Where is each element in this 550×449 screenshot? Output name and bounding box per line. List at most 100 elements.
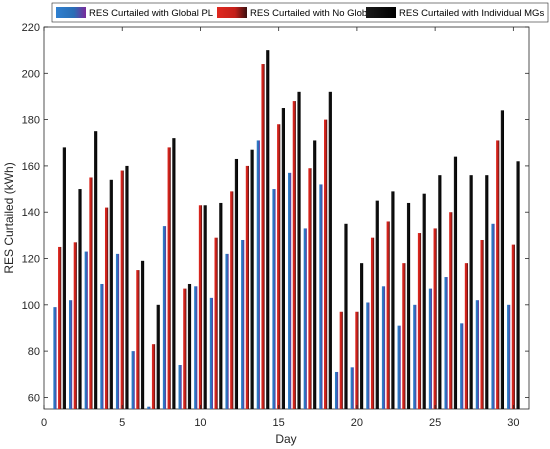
y-tick-label: 220 (22, 22, 40, 34)
bar-individual-mgs-day-14 (266, 50, 270, 410)
legend: RES Curtailed with Global PL RES Curtail… (51, 2, 549, 23)
bar-individual-mgs-day-20 (360, 263, 364, 409)
bar-individual-mgs-day-24 (422, 193, 426, 409)
bar-individual-mgs-day-11 (219, 202, 223, 409)
bar-no-global-pl-day-20 (355, 311, 359, 409)
bar-no-global-pl-day-23 (402, 263, 406, 409)
bar-individual-mgs-day-25 (438, 175, 442, 409)
legend-label-global-pl: RES Curtailed with Global PL (89, 8, 213, 19)
legend-swatch-individual-mgs (366, 7, 396, 18)
y-tick-label: 60 (28, 392, 40, 404)
bar-global-pl-day-20 (350, 367, 354, 409)
bar-individual-mgs-day-18 (328, 91, 332, 409)
bar-no-global-pl-day-8 (167, 147, 171, 409)
bar-no-global-pl-day-3 (89, 177, 93, 409)
bar-no-global-pl-day-4 (104, 207, 109, 409)
bar-global-pl-day-14 (256, 140, 260, 409)
y-tick-label: 80 (28, 346, 40, 358)
bar-no-global-pl-day-14 (261, 64, 265, 409)
y-tick-label: 100 (22, 300, 40, 312)
bar-no-global-pl-day-26 (449, 212, 453, 409)
bar-no-global-pl-day-1 (58, 246, 62, 409)
bar-no-global-pl-day-12 (230, 191, 234, 409)
bar-individual-mgs-day-23 (406, 202, 411, 409)
bar-individual-mgs-day-7 (156, 304, 160, 409)
bar-global-pl-day-8 (162, 226, 167, 409)
bar-no-global-pl-day-24 (417, 233, 422, 409)
x-tick-label: 25 (429, 417, 441, 429)
plot-area (43, 26, 530, 410)
bar-global-pl-day-11 (209, 297, 213, 409)
bar-individual-mgs-day-13 (250, 149, 254, 409)
bar-individual-mgs-day-29 (500, 110, 505, 409)
bar-no-global-pl-day-15 (277, 124, 281, 410)
bar-no-global-pl-day-13 (245, 165, 249, 409)
bar-no-global-pl-day-21 (370, 237, 375, 409)
bar-global-pl-day-23 (397, 325, 401, 409)
bar-individual-mgs-day-10 (203, 205, 207, 409)
x-tick-label: 20 (351, 417, 363, 429)
y-tick-label: 160 (22, 161, 40, 173)
bar-no-global-pl-day-9 (183, 288, 187, 409)
bar-global-pl-day-29 (491, 223, 495, 409)
x-tick-label: 10 (194, 417, 206, 429)
bar-global-pl-day-17 (303, 228, 307, 409)
bar-no-global-pl-day-19 (339, 311, 343, 409)
bar-individual-mgs-day-16 (297, 91, 301, 409)
bar-individual-mgs-day-9 (187, 283, 192, 409)
bar-individual-mgs-day-5 (125, 165, 129, 409)
bar-global-pl-day-9 (178, 365, 182, 409)
bar-no-global-pl-day-6 (136, 270, 140, 409)
y-tick-label: 120 (22, 254, 40, 266)
bar-individual-mgs-day-6 (140, 260, 145, 409)
legend-swatch-global-pl (56, 7, 86, 18)
bar-individual-mgs-day-12 (234, 158, 239, 409)
bar-individual-mgs-day-28 (485, 175, 489, 409)
bar-global-pl-day-10 (194, 286, 198, 409)
x-tick-label: 30 (507, 417, 519, 429)
bar-no-global-pl-day-18 (324, 119, 328, 410)
bar-no-global-pl-day-10 (198, 205, 203, 409)
bar-global-pl-day-5 (115, 253, 120, 409)
bar-no-global-pl-day-5 (120, 170, 124, 409)
bar-no-global-pl-day-29 (496, 140, 500, 409)
legend-label-no-global-pl: RES Curtailed with No Global PL (250, 8, 389, 19)
bar-no-global-pl-day-16 (292, 101, 296, 409)
bar-no-global-pl-day-25 (433, 228, 437, 409)
bar-individual-mgs-day-15 (281, 108, 285, 409)
bar-global-pl-day-1 (53, 307, 57, 409)
bar-global-pl-day-16 (288, 172, 292, 409)
y-ticks: 60 80 100 120 140 160 180 200 220 (22, 22, 529, 404)
bar-no-global-pl-day-30 (511, 244, 515, 409)
bar-no-global-pl-day-22 (386, 221, 390, 409)
bar-global-pl-day-13 (241, 239, 245, 409)
bar-no-global-pl-day-27 (464, 263, 469, 409)
bar-individual-mgs-day-17 (313, 140, 317, 409)
bar-global-pl-day-25 (428, 288, 433, 409)
bar-no-global-pl-day-17 (308, 168, 312, 409)
bar-individual-mgs-day-30 (516, 161, 520, 409)
y-tick-label: 180 (22, 115, 40, 127)
bar-individual-mgs-day-26 (453, 156, 458, 409)
y-tick-label: 140 (22, 207, 40, 219)
bar-global-pl-day-12 (225, 253, 229, 409)
bar-individual-mgs-day-19 (344, 223, 348, 409)
bar-global-pl-day-19 (334, 371, 339, 409)
bar-individual-mgs-day-1 (62, 147, 66, 409)
x-tick-label: 15 (273, 417, 285, 429)
bar-global-pl-day-18 (319, 184, 323, 409)
bar-global-pl-day-22 (381, 286, 386, 409)
bar-no-global-pl-day-2 (73, 242, 77, 409)
bars-group (53, 50, 520, 410)
x-axis-label: Day (275, 432, 296, 446)
bar-global-pl-day-30 (507, 304, 511, 409)
bar-individual-mgs-day-8 (172, 138, 176, 409)
bar-global-pl-day-6 (131, 351, 135, 409)
legend-box (51, 2, 549, 23)
bar-no-global-pl-day-11 (214, 237, 218, 409)
bar-individual-mgs-day-2 (78, 189, 82, 409)
bar-individual-mgs-day-27 (469, 175, 473, 409)
bar-global-pl-day-15 (272, 189, 276, 409)
bar-global-pl-day-26 (444, 277, 448, 409)
